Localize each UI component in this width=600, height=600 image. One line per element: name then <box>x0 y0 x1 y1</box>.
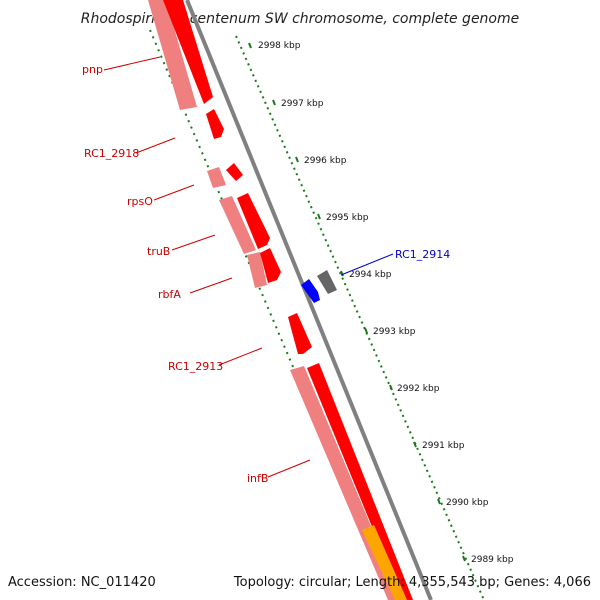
gene-features <box>148 0 413 600</box>
gene-rc1-2914 <box>301 279 320 303</box>
ruler-tick <box>272 99 276 106</box>
scale-label: 2995 kbp <box>326 213 369 223</box>
ruler-tick <box>340 270 344 277</box>
leader-line <box>189 277 233 294</box>
scale-label: 2991 kbp <box>422 441 465 451</box>
gene-infb <box>307 363 413 600</box>
scale-label: 2993 kbp <box>373 327 416 337</box>
ruler-tick <box>295 156 299 163</box>
label-rc1-2918: RC1_2918 <box>84 147 139 160</box>
scale-labels: 2998 kbp 2997 kbp 2996 kbp 2995 kbp 2994… <box>258 41 514 565</box>
ruler-tick <box>437 498 441 505</box>
map-title: Rhodospirillum centenum SW chromosome, c… <box>81 11 520 27</box>
gene-rc1-2918 <box>206 109 224 139</box>
gene-rbfa-light <box>247 252 267 288</box>
ruler-tick <box>462 555 466 562</box>
gene-pnp <box>163 0 213 104</box>
scale-label: 2997 kbp <box>281 99 324 109</box>
leader-line <box>267 459 311 478</box>
ruler-tick <box>364 327 368 334</box>
label-rpso: rpsO <box>127 195 153 208</box>
ruler-tick <box>248 42 252 49</box>
ruler-tick <box>389 384 393 391</box>
gene-rbfa <box>260 248 281 283</box>
outer-ruler <box>235 35 485 600</box>
leader-line <box>340 253 394 276</box>
scale-label: 2994 kbp <box>349 270 392 280</box>
gene-rc1-2914-neighbor <box>317 270 337 294</box>
topology-text: Topology: circular; Length: 4,355,543 bp… <box>233 575 591 590</box>
scale-label: 2992 kbp <box>397 384 440 394</box>
leader-line <box>171 234 216 251</box>
leader-line <box>218 347 263 366</box>
leader-line <box>153 184 195 201</box>
leader-line <box>103 56 161 71</box>
leader-line <box>135 137 176 154</box>
label-trub: truB <box>147 245 170 258</box>
gene-rc1-2913 <box>288 313 312 354</box>
gene-trub <box>237 193 270 249</box>
gene-rpso-light <box>207 167 226 188</box>
scale-label: 2996 kbp <box>304 156 347 166</box>
label-rbfa: rbfA <box>158 288 181 301</box>
label-pnp: pnp <box>82 63 103 76</box>
label-rc1-2914: RC1_2914 <box>395 248 450 261</box>
accession-text: Accession: NC_011420 <box>8 575 156 590</box>
label-rc1-2913: RC1_2913 <box>168 360 223 373</box>
gene-feature-orange <box>362 525 407 600</box>
ruler-tick <box>317 213 321 220</box>
scale-label: 2989 kbp <box>471 555 514 565</box>
gene-pnp-light <box>148 0 197 110</box>
outer-ruler-ticks <box>248 42 466 562</box>
inner-ruler <box>149 29 393 600</box>
scale-label: 2998 kbp <box>258 41 301 51</box>
chromosome-backbone <box>185 0 433 600</box>
gene-rpso <box>226 163 243 181</box>
label-infb: infB <box>247 472 268 485</box>
gene-labels: pnp RC1_2918 rpsO truB rbfA RC1_2913 inf… <box>82 56 450 485</box>
scale-label: 2990 kbp <box>446 498 489 508</box>
ruler-tick <box>413 441 417 448</box>
gene-trub-light <box>219 196 256 254</box>
